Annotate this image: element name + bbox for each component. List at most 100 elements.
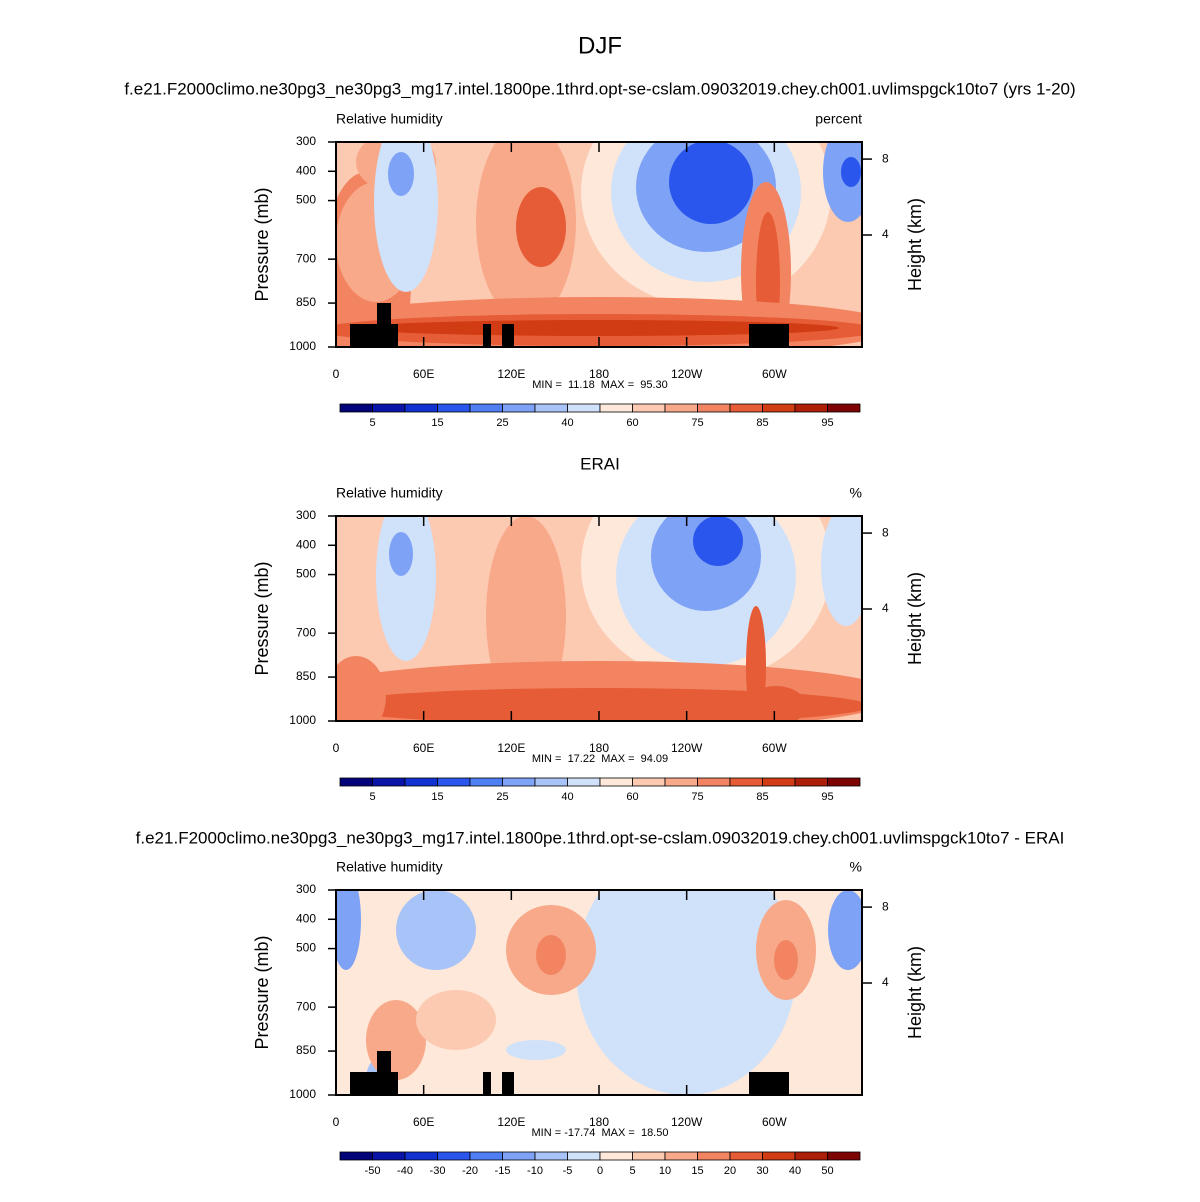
x-tick-label: 60E	[413, 1115, 434, 1129]
colorbar-box	[534, 777, 568, 787]
x-tick-label: 180	[589, 367, 609, 381]
contour-fill	[821, 516, 862, 626]
colorbar-box	[632, 777, 666, 787]
colorbar-label: 0	[597, 1165, 603, 1177]
contour-field	[336, 516, 862, 721]
y-tick-label: 700	[296, 251, 316, 265]
y-tick-label: 700	[296, 999, 316, 1013]
colorbar-box	[697, 1151, 731, 1161]
colorbar-label: 25	[496, 417, 508, 429]
y-tick-label: 700	[296, 625, 316, 639]
contour-fill	[336, 656, 386, 721]
colorbar-label: 95	[821, 791, 833, 803]
panel-title: DJF	[578, 32, 622, 59]
contour-field	[336, 890, 862, 1095]
contour-fill	[416, 990, 496, 1050]
contour-fill	[576, 890, 796, 1095]
colorbar-box	[827, 777, 861, 787]
colorbar-box	[502, 1151, 536, 1161]
colorbar-label: -50	[365, 1165, 381, 1177]
colorbar-label: 95	[821, 417, 833, 429]
contour-fill	[746, 686, 806, 721]
y2-tick-label: 4	[882, 601, 889, 615]
colorbar-box	[502, 777, 536, 787]
y2-axis-label: Height (km)	[905, 946, 925, 1039]
y-tick-label: 500	[296, 941, 316, 955]
min-max: MIN = -17.74 MAX = 18.50	[532, 1127, 669, 1139]
y2-tick-label: 8	[882, 525, 889, 539]
min-max: MIN = 17.22 MAX = 94.09	[532, 753, 668, 765]
y-tick-label: 500	[296, 193, 316, 207]
x-tick-label: 120W	[671, 367, 703, 381]
colorbar-label: 25	[496, 791, 508, 803]
x-tick-label: 120W	[671, 1115, 703, 1129]
contour-field	[336, 142, 862, 347]
y-axis-label: Pressure (mb)	[252, 561, 272, 675]
min-max: MIN = 11.18 MAX = 95.30	[532, 379, 668, 391]
contour-fill	[359, 320, 839, 336]
colorbar-box	[632, 1151, 666, 1161]
colorbar-box	[372, 403, 406, 413]
colorbar-label: 60	[626, 791, 638, 803]
colorbar-box	[762, 1151, 796, 1161]
y2-tick-label: 4	[882, 975, 889, 989]
colorbar-box	[567, 1151, 601, 1161]
x-tick-label: 0	[333, 367, 340, 381]
y-tick-label: 1000	[289, 713, 316, 727]
y-tick-label: 850	[296, 1043, 316, 1057]
left-label: Relative humidity	[336, 111, 443, 127]
colorbar-box	[827, 1151, 861, 1161]
colorbar-box	[827, 403, 861, 413]
contour-fill	[389, 532, 413, 576]
colorbar-box	[794, 777, 828, 787]
colorbar-box	[697, 777, 731, 787]
colorbar-box	[534, 1151, 568, 1161]
contour-fill	[336, 890, 361, 970]
colorbar-label: 15	[691, 1165, 703, 1177]
colorbar-box	[372, 1151, 406, 1161]
y2-axis-label: Height (km)	[905, 572, 925, 665]
y2-tick-label: 8	[882, 151, 889, 165]
y2-axis-label: Height (km)	[905, 198, 925, 291]
colorbar-box	[339, 1151, 373, 1161]
x-tick-label: 0	[333, 741, 340, 755]
left-label: Relative humidity	[336, 485, 443, 501]
x-tick-label: 120E	[497, 741, 525, 755]
topography	[377, 303, 391, 347]
contour-fill	[536, 935, 566, 975]
colorbar-box	[664, 403, 698, 413]
colorbar-box	[404, 777, 438, 787]
y-tick-label: 300	[296, 134, 316, 148]
y-tick-label: 850	[296, 295, 316, 309]
colorbar-box	[404, 1151, 438, 1161]
contour-fill	[516, 187, 566, 267]
colorbar-box	[567, 777, 601, 787]
topography	[502, 324, 514, 347]
y-tick-label: 300	[296, 508, 316, 522]
colorbar-label: -10	[527, 1165, 543, 1177]
x-tick-label: 180	[589, 1115, 609, 1129]
x-tick-label: 120W	[671, 741, 703, 755]
contour-fill	[841, 157, 861, 187]
contour-fill	[828, 890, 862, 970]
contour-fill	[374, 142, 438, 292]
panel-title: f.e21.F2000climo.ne30pg3_ne30pg3_mg17.in…	[136, 828, 1065, 847]
colorbar-label: 75	[691, 417, 703, 429]
y-tick-label: 400	[296, 163, 316, 177]
y2-tick-label: 4	[882, 227, 889, 241]
x-tick-label: 180	[589, 741, 609, 755]
colorbar-label: 10	[659, 1165, 671, 1177]
topography	[483, 1072, 491, 1095]
colorbar-box	[599, 403, 633, 413]
colorbar-label: 85	[756, 791, 768, 803]
colorbar-label: -30	[430, 1165, 446, 1177]
colorbar-box	[794, 1151, 828, 1161]
contour-fill	[506, 1040, 566, 1060]
colorbar-box	[729, 403, 763, 413]
colorbar-label: -15	[495, 1165, 511, 1177]
colorbar-box	[762, 777, 796, 787]
colorbar-label: 15	[431, 417, 443, 429]
colorbar-label: 5	[629, 1165, 635, 1177]
colorbar-box	[534, 403, 568, 413]
y-tick-label: 500	[296, 567, 316, 581]
